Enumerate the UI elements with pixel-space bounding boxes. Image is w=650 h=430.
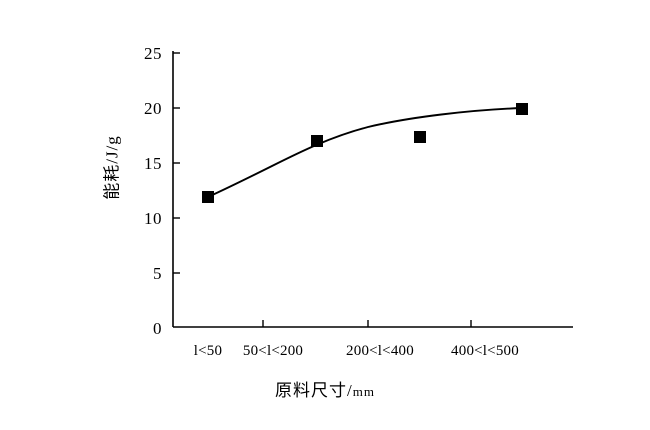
y-tick-label-5: 5 (153, 264, 162, 283)
y-tick-label-0: 0 (153, 319, 162, 338)
x-axis-title-unit: mm (352, 384, 375, 399)
x-tick-label-4: 400<l<500 (451, 343, 519, 359)
trend-curve (207, 107, 523, 198)
y-tick-label-20: 20 (144, 99, 162, 118)
x-tick-label-2: 50<l<200 (242, 343, 304, 359)
x-axis-title: 原料尺寸/mm (0, 376, 650, 401)
y-axis-ticks (173, 52, 180, 274)
x-axis-title-main: 原料尺寸/ (275, 381, 353, 400)
y-tick-label-10: 10 (144, 209, 162, 228)
data-point-marker (516, 103, 528, 115)
x-tick-label-1: l<50 (193, 343, 223, 359)
y-tick-label-25: 25 (144, 44, 162, 63)
x-axis-ticks (262, 320, 472, 327)
data-point-marker (311, 135, 323, 147)
x-tick-label-3: 200<l<400 (346, 343, 414, 359)
data-point-markers (202, 103, 528, 203)
data-point-marker (414, 131, 426, 143)
y-tick-label-15: 15 (144, 154, 162, 173)
y-axis-title: 能耗/J/g (102, 135, 122, 200)
data-point-marker (202, 191, 214, 203)
